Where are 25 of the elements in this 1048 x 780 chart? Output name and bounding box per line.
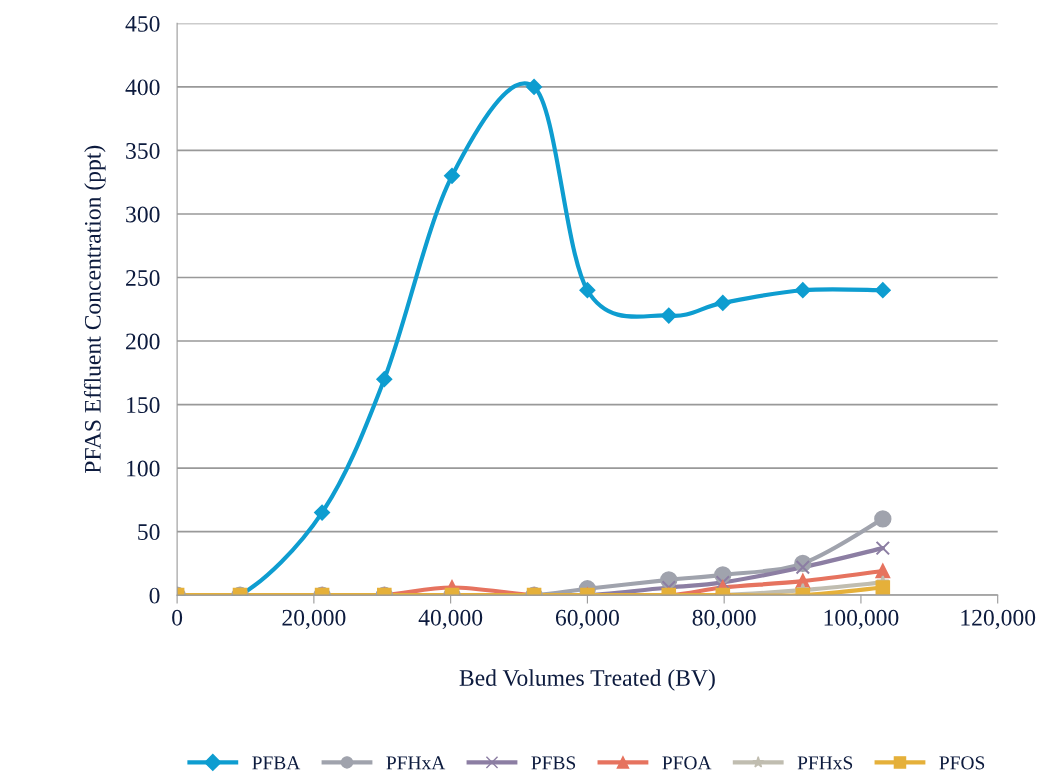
x-tick-label: 0 <box>172 609 183 626</box>
x-tick-label: 40,000 <box>418 609 483 630</box>
y-tick-label: 250 <box>126 270 160 286</box>
legend-label: PFHxA <box>386 756 446 770</box>
y-axis-title: PFAS Effluent Concentration (ppt) <box>83 145 106 474</box>
y-tick-label: 150 <box>127 397 160 413</box>
y-tick-label: 100 <box>127 460 160 477</box>
legend-label: PFBA <box>252 756 301 770</box>
legend-label: PFBS <box>531 756 576 770</box>
y-tick-label: 450 <box>125 15 160 32</box>
y-tick-label: 300 <box>126 206 160 223</box>
y-tick-label: 200 <box>126 333 160 350</box>
y-tick-label: 350 <box>126 142 160 159</box>
x-tick-label: 60,000 <box>555 609 619 630</box>
x-tick-label: 20,000 <box>282 609 346 630</box>
x-tick-label: 120,000 <box>961 609 1036 630</box>
legend-label: PFOS <box>939 756 985 770</box>
y-tick-label: 50 <box>138 524 160 541</box>
y-tick-label: 0 <box>149 587 160 604</box>
legend-label: PFOA <box>662 756 712 770</box>
x-axis-title: Bed Volumes Treated (BV) <box>459 669 715 691</box>
y-tick-label: 400 <box>125 79 160 96</box>
x-tick-label: 100,000 <box>824 609 899 630</box>
x-tick-label: 80,000 <box>692 609 756 630</box>
legend-label: PFHxS <box>797 756 853 770</box>
